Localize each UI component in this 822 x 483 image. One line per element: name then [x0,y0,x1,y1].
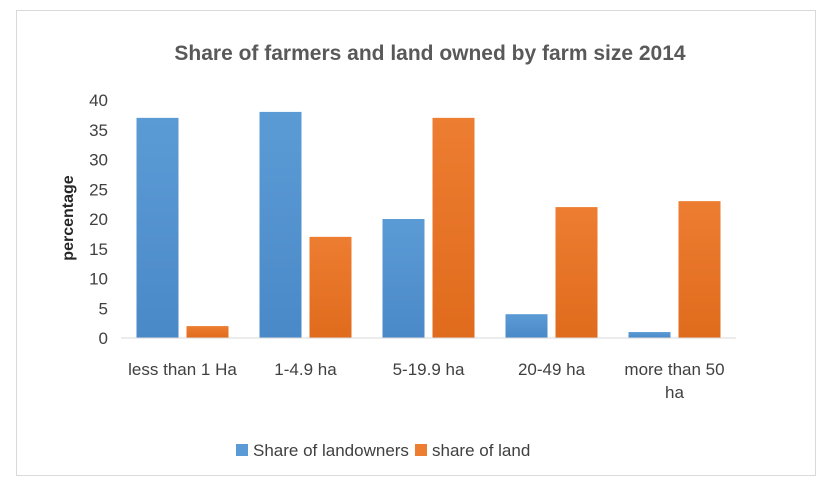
legend-label: share of land [432,441,530,460]
legend: Share of landowners share of land [236,441,530,460]
y-tick-label: 40 [89,91,108,110]
y-tick-label: 25 [89,180,108,199]
bar-share-of-land [432,117,475,338]
y-tick-label: 30 [89,151,108,170]
x-tick-label: 1-4.9 ha [274,360,337,379]
legend-swatch-share-of-landowners [236,444,248,456]
bar-share-of-land [186,326,229,338]
bar-share-of-landowners [505,314,548,338]
x-axis-ticks: less than 1 Ha 1-4.9 ha 5-19.9 ha 20-49 ha m… [128,360,724,402]
y-tick-label: 15 [89,240,108,259]
y-tick-label: 10 [89,270,108,289]
x-tick-label: 20-49 ha [518,360,586,379]
y-axis-label: percentage [60,175,77,260]
bar-share-of-land [309,236,352,338]
y-tick-label: 35 [89,121,108,140]
y-tick-label: 5 [99,299,108,318]
bar-share-of-landowners [382,219,425,338]
bar-share-of-land [555,207,598,338]
y-axis-ticks: 0 5 10 15 20 25 30 35 40 [89,91,108,348]
bar-share-of-land [678,201,721,338]
x-tick-label: more than 50 ha [624,360,724,402]
y-tick-label: 20 [89,210,108,229]
bar-share-of-landowners [628,332,671,338]
x-tick-label: 5-19.9 ha [393,360,465,379]
bar-share-of-landowners [259,111,302,339]
y-tick-label: 0 [99,329,108,348]
chart-title: Share of farmers and land owned by farm … [174,42,685,65]
x-tick-label: less than 1 Ha [128,360,237,379]
bars [136,111,721,339]
legend-label: Share of landowners [253,441,409,460]
legend-swatch-share-of-land [415,444,427,456]
bar-share-of-landowners [136,117,179,338]
